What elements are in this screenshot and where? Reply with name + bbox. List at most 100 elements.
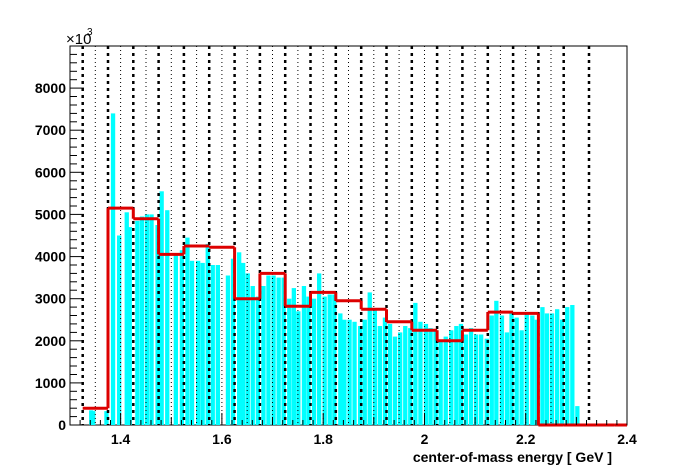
x-tick-label-4: 2.2 bbox=[516, 431, 536, 447]
y-multiplier-base: ×10 bbox=[66, 31, 91, 48]
fine-bar-8 bbox=[139, 216, 145, 425]
y-tick-label-8: 8000 bbox=[35, 80, 66, 96]
fine-bar-27 bbox=[245, 273, 250, 425]
fine-bar-74 bbox=[484, 338, 489, 425]
fine-bar-11 bbox=[155, 225, 160, 425]
fine-bar-78 bbox=[504, 332, 510, 425]
fine-bar-17 bbox=[189, 260, 195, 425]
fine-bar-39 bbox=[306, 296, 311, 425]
fine-bar-70 bbox=[463, 334, 469, 425]
step-bin-3 bbox=[157, 218, 184, 256]
step-bin-15 bbox=[460, 328, 488, 341]
fine-bar-20 bbox=[205, 243, 210, 425]
fine-bar-80 bbox=[514, 317, 519, 425]
fine-bar-4 bbox=[117, 235, 122, 425]
fine-bar-2 bbox=[104, 411, 109, 425]
fine-bar-37 bbox=[296, 311, 301, 425]
fine-bar-43 bbox=[327, 294, 332, 425]
axes-group: 1.4 1.6 1.8 2 2.2 2.4 0 1000 2000 3000 4000 5000 600… bbox=[35, 45, 637, 447]
fine-bar-13 bbox=[165, 210, 170, 425]
fine-bar-59 bbox=[408, 328, 413, 425]
y-tick-label-6: 6000 bbox=[35, 164, 66, 180]
fine-bar-71 bbox=[468, 328, 474, 425]
fine-bar-86 bbox=[544, 313, 550, 425]
fine-bar-24 bbox=[230, 258, 236, 425]
fine-bar-52 bbox=[372, 309, 377, 425]
fine-bar-75 bbox=[489, 315, 494, 425]
fine-bar-25 bbox=[237, 252, 242, 425]
fine-bar-44 bbox=[332, 294, 337, 425]
fine-bar-5 bbox=[124, 212, 129, 425]
step-bin-6 bbox=[233, 247, 260, 301]
fine-bar-73 bbox=[479, 334, 484, 425]
fine-bar-26 bbox=[241, 262, 246, 425]
fine-bar-46 bbox=[342, 319, 347, 425]
fine-bar-10 bbox=[149, 214, 154, 425]
fine-bar-68 bbox=[454, 326, 459, 425]
fine-bar-9 bbox=[144, 214, 150, 425]
y-multiplier-exponent: 3 bbox=[87, 27, 93, 38]
fine-bar-16 bbox=[185, 237, 190, 425]
step-bin-12 bbox=[385, 309, 412, 324]
fine-bar-53 bbox=[377, 326, 382, 425]
fine-bar-85 bbox=[540, 307, 545, 425]
fine-bar-61 bbox=[418, 321, 423, 425]
fine-bar-62 bbox=[423, 323, 429, 425]
y-tick-label-0: 0 bbox=[58, 417, 66, 433]
fine-bar-22 bbox=[215, 265, 220, 425]
fine-bar-90 bbox=[565, 307, 570, 425]
fine-bar-47 bbox=[347, 319, 352, 425]
fine-bar-1 bbox=[91, 411, 96, 425]
fine-bar-66 bbox=[443, 336, 448, 425]
step-bin-14 bbox=[435, 330, 463, 343]
x-tick-label-1: 1.6 bbox=[212, 431, 232, 447]
y-tick-label-3: 3000 bbox=[35, 291, 66, 307]
fine-bar-12 bbox=[159, 191, 164, 425]
fine-bar-82 bbox=[524, 313, 529, 425]
step-bin-2 bbox=[131, 208, 159, 221]
step-bin-8 bbox=[283, 273, 311, 308]
fine-bar-7 bbox=[135, 220, 140, 425]
y-tick-label-2: 2000 bbox=[35, 333, 66, 349]
x-axis-title: center-of-mass energy [ GeV ] bbox=[413, 449, 612, 465]
fine-bars-group bbox=[89, 113, 580, 426]
fine-bar-88 bbox=[555, 309, 560, 425]
fine-bar-50 bbox=[362, 319, 367, 425]
x-tick-label-3: 2 bbox=[421, 431, 429, 447]
fine-bar-30 bbox=[261, 286, 266, 425]
fine-bar-33 bbox=[276, 277, 281, 425]
fine-bar-51 bbox=[367, 292, 372, 425]
fine-bar-76 bbox=[494, 300, 499, 425]
fine-bar-29 bbox=[255, 296, 260, 425]
fine-bar-28 bbox=[250, 286, 255, 425]
fine-bar-54 bbox=[382, 317, 388, 425]
fine-bar-92 bbox=[575, 406, 580, 425]
y-tick-label-7: 7000 bbox=[35, 122, 66, 138]
step-bin-1 bbox=[106, 206, 134, 409]
x-tick-label-5: 2.4 bbox=[617, 431, 637, 447]
fine-bar-57 bbox=[398, 332, 403, 425]
fine-bar-48 bbox=[352, 321, 357, 425]
fine-bar-32 bbox=[271, 275, 276, 425]
step-histogram-group bbox=[82, 206, 627, 427]
step-bin-5 bbox=[207, 245, 235, 249]
fine-bar-58 bbox=[403, 326, 408, 425]
fine-bar-79 bbox=[509, 313, 514, 425]
fine-bar-45 bbox=[338, 313, 343, 425]
step-bin-9 bbox=[309, 290, 336, 307]
fine-bar-31 bbox=[266, 275, 271, 425]
step-bin-10 bbox=[334, 292, 362, 303]
fine-bar-77 bbox=[499, 315, 505, 425]
fine-bar-14 bbox=[173, 254, 178, 425]
y-tick-label-5: 5000 bbox=[35, 206, 66, 222]
fine-bar-64 bbox=[433, 330, 438, 426]
fine-bar-23 bbox=[225, 275, 231, 425]
y-tick-label-4: 4000 bbox=[35, 249, 66, 265]
fine-bar-83 bbox=[530, 315, 535, 425]
fine-bar-38 bbox=[301, 286, 307, 425]
fine-bar-55 bbox=[387, 323, 393, 425]
fine-bar-19 bbox=[200, 262, 205, 425]
step-bin-11 bbox=[359, 300, 387, 311]
fine-bar-65 bbox=[438, 340, 443, 425]
step-bin-18 bbox=[536, 313, 564, 427]
